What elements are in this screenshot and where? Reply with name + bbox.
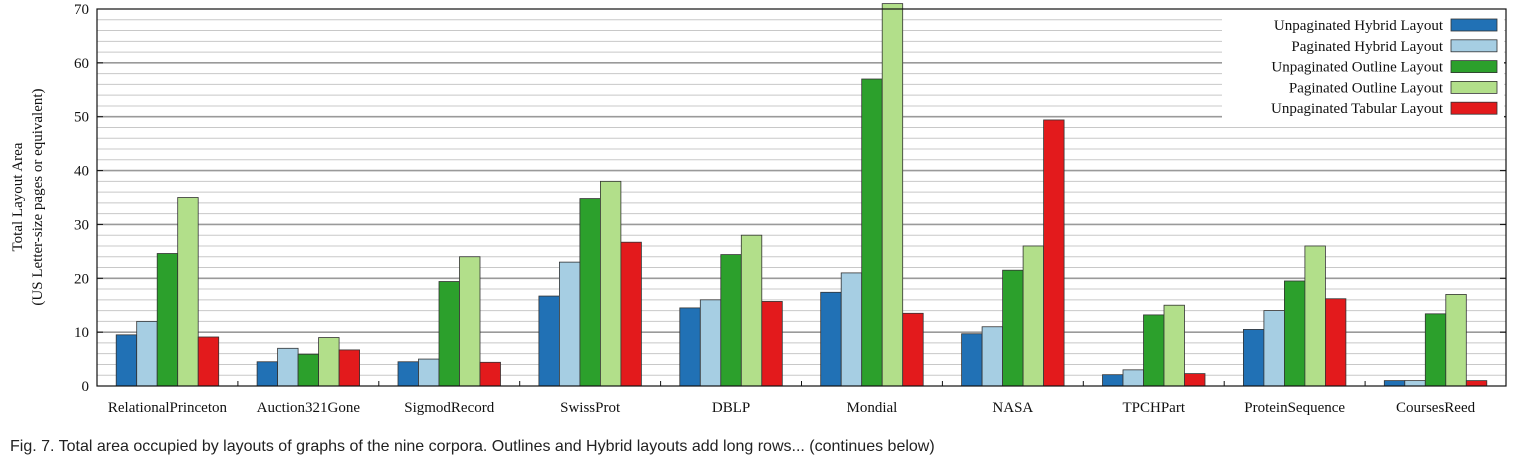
bar-Mondial-2 <box>861 78 883 387</box>
x-tick-label: TPCHPart <box>1122 400 1185 416</box>
bars <box>115 3 1488 387</box>
bar-Mondial-4 <box>902 312 924 387</box>
axes <box>96 8 1507 387</box>
bar-TPCHPart-1 <box>1122 369 1144 387</box>
bar-ProteinSequence-0 <box>1243 329 1265 387</box>
legend-swatch <box>1450 18 1498 32</box>
bar-Auction321Gone-2 <box>297 353 320 387</box>
plot-frame <box>96 8 1507 387</box>
bar-DBLP-2 <box>720 254 742 387</box>
bar-DBLP-3 <box>740 234 763 387</box>
bar-RelationalPrinceton-2 <box>156 253 179 387</box>
legend-label: Unpaginated Hybrid Layout <box>1274 18 1444 34</box>
bar-NASA-1 <box>981 326 1003 387</box>
x-tick-label: ProteinSequence <box>1244 400 1345 416</box>
bar-SigmodRecord-3 <box>459 256 481 387</box>
bar-Mondial-3 <box>881 3 904 387</box>
legend-label: Paginated Hybrid Layout <box>1291 39 1443 55</box>
x-tick-label: DBLP <box>712 400 750 416</box>
legend-swatch <box>1450 39 1498 53</box>
bar-SigmodRecord-4 <box>479 361 501 387</box>
bar-TPCHPart-0 <box>1102 374 1124 387</box>
legend-swatch <box>1450 60 1498 73</box>
bar-NASA-4 <box>1043 119 1065 387</box>
legend-label: Paginated Outline Layout <box>1289 80 1444 96</box>
bar-Auction321Gone-1 <box>277 347 299 387</box>
y-tick-label: 60 <box>74 56 89 72</box>
bar-Mondial-0 <box>820 291 842 387</box>
bar-ProteinSequence-1 <box>1263 310 1285 387</box>
bar-SwissProt-0 <box>538 295 560 387</box>
bar-ProteinSequence-2 <box>1284 280 1306 387</box>
figure-caption: Fig. 7. Total area occupied by layouts o… <box>10 438 935 455</box>
y-tick-label: 50 <box>74 110 89 126</box>
bar-NASA-3 <box>1022 245 1044 387</box>
bar-SwissProt-3 <box>600 180 622 387</box>
y-axis-title-line2: (US Letter-size pages or equivalent) <box>30 88 46 305</box>
y-tick-labels: 0 10 20 30 40 50 60 70 <box>74 2 89 395</box>
bar-CoursesReed-4 <box>1465 380 1488 387</box>
bar-Auction321Gone-3 <box>318 337 340 387</box>
bar-ProteinSequence-4 <box>1325 298 1347 387</box>
bar-CoursesReed-0 <box>1383 380 1406 387</box>
bar-SwissProt-4 <box>620 241 642 387</box>
y-tick-label: 20 <box>74 271 89 287</box>
bar-DBLP-4 <box>761 301 783 387</box>
bar-SigmodRecord-0 <box>397 361 419 387</box>
y-tick-label: 70 <box>74 2 89 18</box>
bar-SwissProt-1 <box>559 261 581 387</box>
bar-RelationalPrinceton-4 <box>197 336 220 387</box>
bar-CoursesReed-3 <box>1445 294 1467 387</box>
bar-TPCHPart-2 <box>1143 314 1165 387</box>
x-tick-label: CoursesReed <box>1396 400 1476 416</box>
y-tick-label: 30 <box>74 217 89 233</box>
bar-DBLP-0 <box>679 307 701 387</box>
y-tick-label: 0 <box>82 379 90 395</box>
bar-CoursesReed-1 <box>1404 380 1426 387</box>
bar-Auction321Gone-0 <box>256 361 279 387</box>
bar-RelationalPrinceton-3 <box>177 197 199 387</box>
x-tick-label: SwissProt <box>560 400 621 416</box>
bar-NASA-0 <box>961 333 983 387</box>
bar-RelationalPrinceton-0 <box>115 334 138 387</box>
x-tick-labels: RelationalPrinceton Auction321Gone SigmodR… <box>108 400 1476 416</box>
bar-SigmodRecord-2 <box>438 281 460 387</box>
x-tick-label: Mondial <box>847 400 898 416</box>
x-tick-label: NASA <box>992 400 1033 416</box>
bar-NASA-2 <box>1002 269 1024 387</box>
bar-DBLP-1 <box>699 299 722 387</box>
x-tick-label: Auction321Gone <box>257 400 361 416</box>
x-tick-label: RelationalPrinceton <box>108 400 228 416</box>
legend-swatch <box>1450 81 1498 94</box>
legend-label: Unpaginated Outline Layout <box>1271 60 1443 76</box>
bar-Mondial-1 <box>840 272 863 387</box>
y-axis-title: Total Layout Area (US Letter-size pages … <box>10 88 46 305</box>
bar-TPCHPart-3 <box>1163 304 1185 387</box>
bar-Auction321Gone-4 <box>338 349 361 387</box>
y-tick-label: 40 <box>74 164 89 180</box>
bar-CoursesReed-2 <box>1424 313 1447 387</box>
legend-swatch <box>1450 101 1498 115</box>
bar-TPCHPart-4 <box>1184 373 1206 387</box>
y-tick-label: 10 <box>74 325 89 341</box>
bar-SigmodRecord-1 <box>418 358 440 387</box>
legend: Unpaginated Hybrid Layout Paginated Hybri… <box>1222 12 1504 120</box>
legend-label: Unpaginated Tabular Layout <box>1271 101 1444 117</box>
bar-SwissProt-2 <box>579 198 601 387</box>
y-axis-title-line1: Total Layout Area <box>10 142 26 251</box>
bar-RelationalPrinceton-1 <box>136 320 158 387</box>
bar-ProteinSequence-3 <box>1304 245 1326 387</box>
x-tick-label: SigmodRecord <box>404 400 494 416</box>
